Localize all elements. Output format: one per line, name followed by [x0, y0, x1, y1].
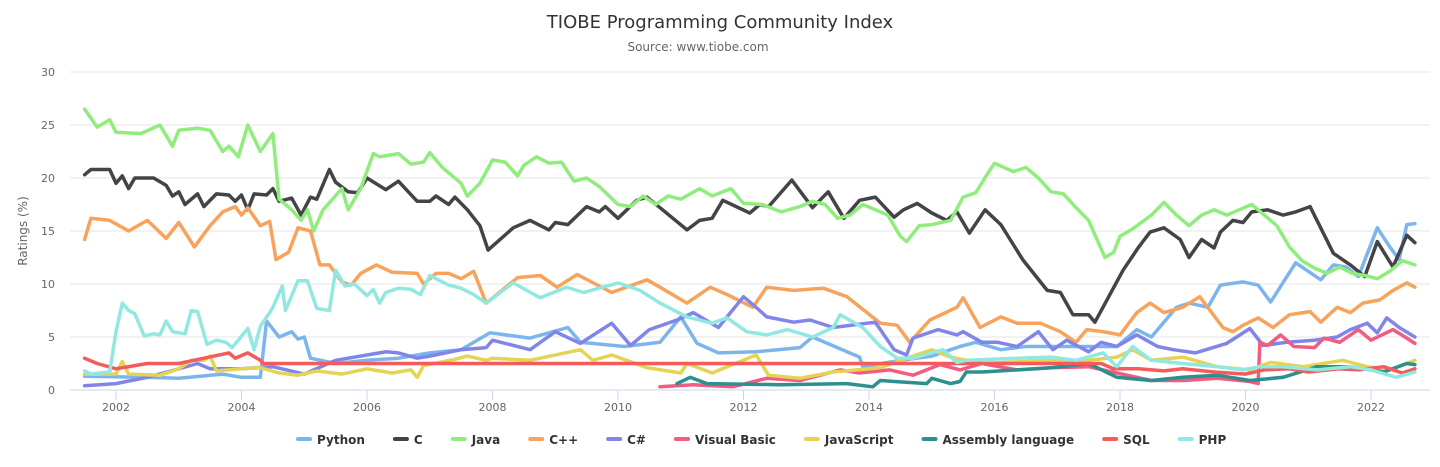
y-tick-label: 25 — [41, 119, 55, 132]
x-tick-label: 2016 — [981, 401, 1009, 414]
legend-item-php[interactable]: PHP — [1177, 433, 1227, 447]
y-axis-title: Ratings (%) — [16, 196, 30, 266]
legend-item-c[interactable]: C — [392, 433, 423, 447]
legend-swatch — [921, 437, 938, 441]
legend-swatch — [392, 437, 409, 441]
legend-swatch — [803, 437, 820, 441]
legend-swatch — [450, 437, 467, 441]
legend-swatch — [528, 437, 545, 441]
legend-label: Visual Basic — [695, 433, 776, 447]
x-tick-label: 2014 — [855, 401, 883, 414]
legend-label: Java — [471, 433, 500, 447]
legend-swatch — [1177, 437, 1194, 441]
series-lines — [82, 107, 1417, 389]
legend-label: SQL — [1123, 433, 1150, 447]
legend-item-c-[interactable]: C# — [606, 433, 646, 447]
series-line-php — [82, 268, 1417, 380]
legend-item-javascript[interactable]: JavaScript — [803, 433, 894, 447]
x-tick-label: 2008 — [479, 401, 507, 414]
legend-label: Assembly language — [943, 433, 1075, 447]
y-tick-label: 30 — [41, 66, 55, 79]
chart-title: TIOBE Programming Community Index — [546, 12, 894, 33]
y-tick-label: 0 — [48, 384, 55, 397]
legend-swatch — [674, 437, 690, 441]
legend-label: Python — [317, 433, 365, 447]
y-axis-ticks: 0 5 10 15 20 25 30 — [41, 66, 55, 397]
series-line-java — [82, 107, 1417, 281]
x-tick-label: 2002 — [102, 401, 130, 414]
legend-label: C# — [627, 433, 646, 447]
y-tick-label: 5 — [48, 331, 55, 344]
y-tick-label: 15 — [41, 225, 55, 238]
legend-label: C — [414, 433, 423, 447]
legend-swatch — [606, 437, 623, 441]
chart-subtitle: Source: www.tiobe.com — [627, 40, 768, 54]
y-tick-label: 10 — [41, 278, 55, 291]
legend-label: JavaScript — [824, 433, 894, 447]
x-tick-label: 2010 — [604, 401, 632, 414]
x-tick-label: 2018 — [1106, 401, 1134, 414]
series-line-c- — [82, 204, 1417, 345]
legend-label: C++ — [549, 433, 578, 447]
legend-item-c-[interactable]: C++ — [528, 433, 578, 447]
x-tick-label: 2004 — [228, 401, 256, 414]
legend-swatch — [1102, 437, 1119, 441]
legend-item-visual-basic[interactable]: Visual Basic — [674, 433, 776, 447]
legend-item-assembly-language[interactable]: Assembly language — [921, 433, 1075, 447]
x-tick-label: 2012 — [730, 401, 758, 414]
legend-item-python[interactable]: Python — [296, 433, 365, 447]
x-tick-label: 2006 — [353, 401, 381, 414]
x-tick-label: 2022 — [1357, 401, 1385, 414]
legend-label: PHP — [1199, 433, 1227, 447]
x-tick-label: 2020 — [1232, 401, 1260, 414]
x-axis-ticks: 2002 2004 2006 2008 2010 2012 2014 2016 2018 2020… — [102, 390, 1385, 414]
legend-item-java[interactable]: Java — [450, 433, 500, 447]
legend: Python C Java C++ C# Visual Basic JavaScript As… — [296, 433, 1226, 447]
legend-item-sql[interactable]: SQL — [1102, 433, 1150, 447]
y-tick-label: 20 — [41, 172, 55, 185]
legend-swatch — [296, 437, 312, 441]
